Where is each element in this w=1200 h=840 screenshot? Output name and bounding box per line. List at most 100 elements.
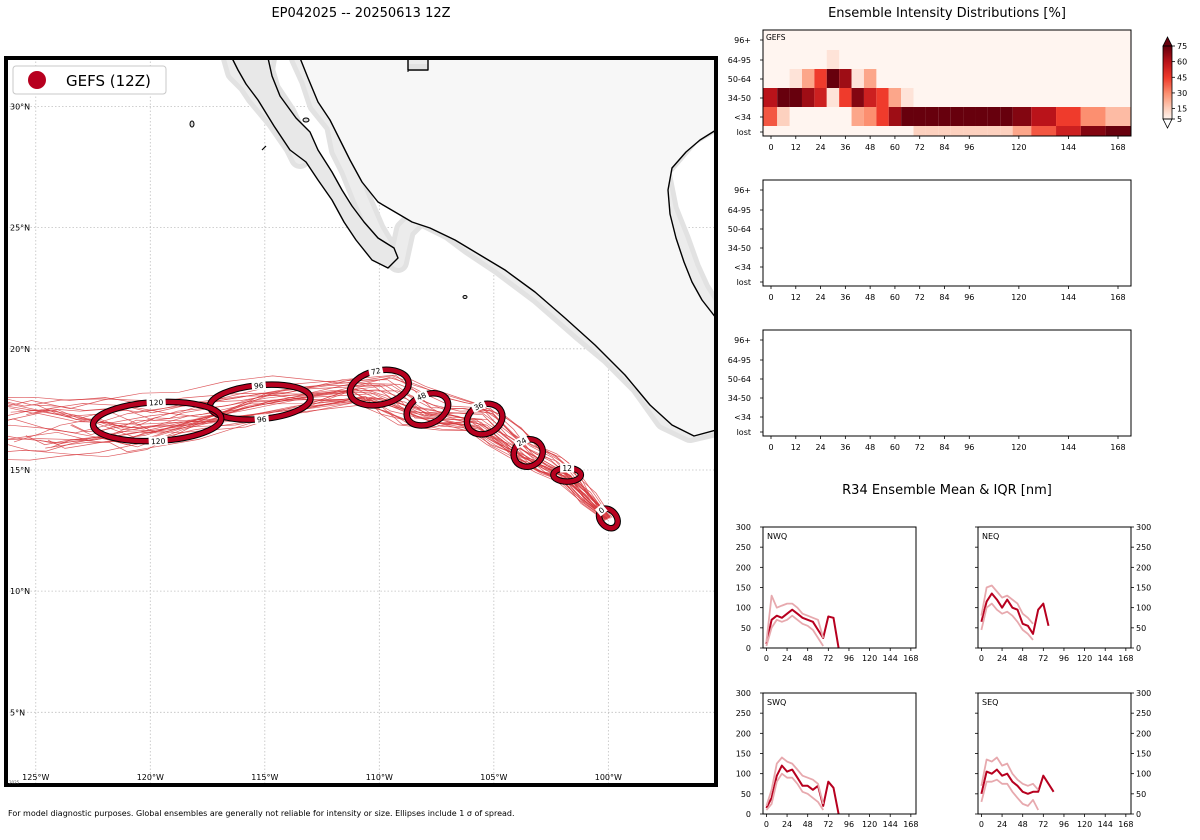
y-tick-label: lost: [737, 128, 751, 137]
spread-ellipse-36: 36: [463, 398, 506, 438]
ensemble-track: [77, 384, 609, 520]
colorbar-segment: [1163, 53, 1172, 55]
heatmap-cell: [851, 69, 864, 88]
x-tick-label: 168: [1110, 143, 1125, 152]
y-tick-label: 150: [736, 750, 751, 759]
colorbar-segment: [1163, 57, 1172, 60]
spread-ellipse-12: 12: [550, 463, 585, 485]
x-tick-label: 96: [964, 443, 974, 452]
heatmap-cell: [789, 69, 802, 88]
heatmap-cell: [913, 107, 926, 126]
heatmap-cell: [975, 126, 988, 136]
ellipse-label-bg: [595, 503, 608, 517]
heatmap-cell: [1012, 107, 1032, 126]
heatmap-frame: [762, 329, 1132, 437]
colorbar-segment: [1163, 83, 1172, 86]
lon-tick-label: 100°W: [595, 773, 622, 782]
x-tick-label: 48: [803, 820, 813, 829]
colorbar-segment: [1163, 47, 1172, 49]
y-tick-label: 0: [1136, 810, 1141, 819]
colorbar-segment: [1163, 46, 1172, 48]
y-tick-label: 250: [1136, 709, 1151, 718]
heatmap-cell: [888, 88, 902, 107]
r34-swq: SWQ 0 24 48 72 96 120 144 168 0 50 100 150 200 250 300: [736, 689, 919, 829]
x-tick-label: 72: [915, 293, 925, 302]
ensemble-track: [6, 374, 609, 518]
y-tick-label: <34: [734, 263, 751, 272]
colorbar-segment: [1163, 65, 1172, 68]
x-tick-label: 96: [1059, 654, 1069, 663]
x-tick-label: 60: [890, 443, 900, 452]
y-tick-label: 200: [1136, 729, 1151, 738]
r34-q25-line: [980, 778, 1040, 811]
y-tick-label: 300: [736, 689, 751, 698]
colorbar-tick-label: 15: [1177, 105, 1187, 114]
x-tick-label: 120: [1077, 820, 1092, 829]
y-tick-label: 150: [736, 584, 751, 593]
colorbar-segment: [1163, 79, 1172, 81]
y-tick-label: 64-95: [728, 56, 751, 65]
lat-tick-label: 5°N: [10, 708, 25, 717]
ellipse-label-bg: [146, 397, 166, 408]
colorbar-segment: [1163, 102, 1172, 104]
ellipse-label: 24: [515, 435, 528, 448]
colorbar-extend-max: [1162, 36, 1173, 47]
y-tick-label: 150: [1136, 750, 1151, 759]
x-tick-label: 0: [764, 654, 769, 663]
y-tick-label: 0: [746, 644, 751, 653]
r34-title: R34 Ensemble Mean & IQR [nm]: [842, 483, 1052, 498]
x-tick-label: 144: [883, 820, 898, 829]
intensity-title: Ensemble Intensity Distributions [%]: [828, 6, 1066, 21]
colorbar-segment: [1163, 95, 1172, 97]
y-tick-label: 50: [741, 790, 751, 799]
y-tick-label: 50: [1136, 624, 1146, 633]
colorbar-segment: [1163, 89, 1172, 92]
y-tick-label: 50-64: [728, 375, 751, 384]
heatmap-cell: [839, 69, 852, 88]
y-tick-label: 0: [746, 810, 751, 819]
ensemble-track: [70, 390, 611, 517]
ellipse-label-bg: [470, 398, 487, 413]
heatmap-cell: [1056, 126, 1081, 136]
x-tick-label: 60: [890, 293, 900, 302]
colorbar-segment: [1163, 105, 1172, 107]
panel-bg: [763, 527, 916, 648]
y-tick-label: 250: [736, 709, 751, 718]
r34-mean-line: [765, 764, 840, 814]
colorbar-segment: [1163, 75, 1172, 77]
x-tick-label: 48: [1018, 820, 1028, 829]
panel-label: SWQ: [767, 698, 786, 707]
heatmap-cell: [1080, 107, 1106, 126]
heatmap-cell: [1000, 126, 1013, 136]
x-tick-label: 0: [979, 820, 984, 829]
heatmap-cell: [876, 107, 889, 126]
heatmap-cell: [1012, 126, 1032, 136]
colorbar-segment: [1163, 112, 1172, 115]
x-tick-label: 0: [768, 443, 773, 452]
intensity-colorbar: 515 30 45 60 75: [1162, 36, 1187, 129]
heatmap-cell: [851, 88, 864, 107]
y-tick-label: 50-64: [728, 75, 751, 84]
x-tick-label: 120: [862, 654, 877, 663]
colorbar-segment: [1163, 113, 1172, 116]
colorbar-segment: [1163, 61, 1172, 64]
map-title: EP042025 -- 20250613 12Z: [271, 6, 450, 21]
colorbar-segment: [1163, 87, 1172, 90]
r34-q75-line: [980, 584, 1034, 625]
x-tick-label: 48: [1018, 654, 1028, 663]
panel-bg: [763, 693, 916, 814]
colorbar-tick-label: 75: [1177, 42, 1187, 51]
x-tick-label: 0: [768, 143, 773, 152]
colorbar-tick-label: 5: [1177, 115, 1182, 124]
x-tick-label: 84: [939, 293, 949, 302]
spread-ellipse-72: 72: [346, 365, 412, 409]
x-tick-label: 0: [764, 820, 769, 829]
y-tick-label: 200: [736, 729, 751, 738]
colorbar-segment: [1163, 56, 1172, 58]
x-tick-label: 96: [964, 143, 974, 152]
x-tick-label: 84: [939, 443, 949, 452]
lon-tick-label: 110°W: [366, 773, 393, 782]
spread-ellipse-48: 48: [403, 389, 452, 429]
heatmap-cell: [863, 107, 877, 126]
